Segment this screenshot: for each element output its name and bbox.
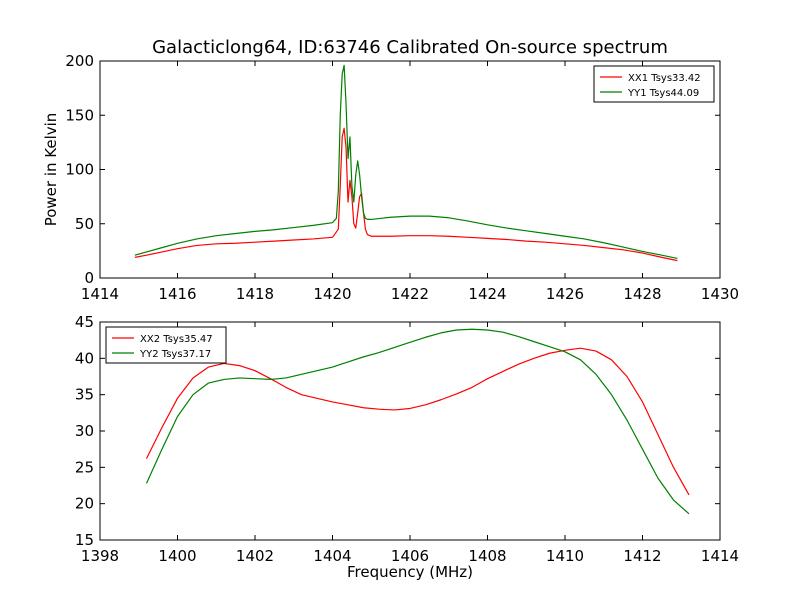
chart-panel-1: 1414 1416 1418 1420 1422 1424 1426 1428 1430 0 50 1… bbox=[42, 52, 739, 303]
legend: XX1 Tsys33.42 YY1 Tsys44.09 bbox=[593, 65, 715, 103]
legend-label: XX2 Tsys35.47 bbox=[140, 334, 213, 345]
y-tick-label: 45 bbox=[75, 313, 94, 331]
x-tick-label: 1426 bbox=[546, 285, 584, 303]
y-axis-label: Power in Kelvin bbox=[42, 113, 60, 227]
x-tick-label: 1400 bbox=[158, 547, 196, 565]
chart-title: Galacticlong64, ID:63746 Calibrated On-s… bbox=[152, 37, 668, 58]
series-line-2 bbox=[145, 328, 690, 515]
x-tick-label: 1414 bbox=[81, 285, 119, 303]
y-tick-label: 35 bbox=[75, 386, 94, 404]
x-axis-label: Frequency (MHz) bbox=[347, 563, 473, 581]
x-tick-label: 1402 bbox=[236, 547, 274, 565]
y-tick-label: 40 bbox=[75, 349, 94, 367]
series-line-1 bbox=[134, 127, 678, 262]
y-tick-label: 200 bbox=[65, 52, 94, 70]
x-tick-label: 1414 bbox=[701, 547, 739, 565]
legend: XX2 Tsys35.47 YY2 Tsys37.17 bbox=[105, 326, 227, 364]
x-tick-label: 1418 bbox=[236, 285, 274, 303]
x-tick-label: 1424 bbox=[468, 285, 506, 303]
y-tick-label: 20 bbox=[75, 495, 94, 513]
x-tick-label: 1420 bbox=[313, 285, 351, 303]
y-tick-label: 150 bbox=[65, 106, 94, 124]
x-tick-label: 1410 bbox=[546, 547, 584, 565]
legend-label: XX1 Tsys33.42 bbox=[628, 73, 701, 84]
x-tick-label: 1398 bbox=[81, 547, 119, 565]
legend-box bbox=[105, 326, 227, 364]
y-tick-label: 15 bbox=[75, 531, 94, 549]
series-line-1 bbox=[145, 347, 690, 496]
legend-label: YY1 Tsys44.09 bbox=[627, 88, 699, 99]
x-tick-label: 1430 bbox=[701, 285, 739, 303]
chart-panel-2: 1398 1400 1402 1404 1406 1408 1410 1412 1414 15 20… bbox=[75, 313, 739, 581]
panels: 1414 1416 1418 1420 1422 1424 1426 1428 1430 0 50 1… bbox=[42, 52, 739, 581]
y-tick-label: 50 bbox=[75, 215, 94, 233]
x-tick-label: 1412 bbox=[623, 547, 661, 565]
legend-label: YY2 Tsys37.17 bbox=[139, 349, 211, 360]
x-tick-label: 1422 bbox=[391, 285, 429, 303]
y-tick-label: 100 bbox=[65, 161, 94, 179]
y-tick-label: 30 bbox=[75, 422, 94, 440]
x-tick-label: 1408 bbox=[468, 547, 506, 565]
x-tick-label: 1406 bbox=[391, 547, 429, 565]
y-tick-label: 25 bbox=[75, 458, 94, 476]
x-tick-label: 1428 bbox=[623, 285, 661, 303]
series-line-2 bbox=[134, 64, 678, 260]
legend-box bbox=[593, 65, 715, 103]
x-tick-label: 1416 bbox=[158, 285, 196, 303]
y-tick-label: 0 bbox=[84, 269, 94, 287]
x-tick-label: 1404 bbox=[313, 547, 351, 565]
